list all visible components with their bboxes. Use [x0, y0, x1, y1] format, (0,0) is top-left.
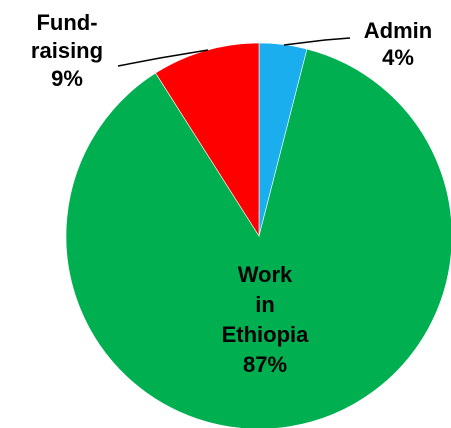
- data-label-line: 87%: [243, 352, 287, 377]
- pie-slice-work: [65, 48, 451, 428]
- data-label-line: Work: [238, 262, 293, 287]
- data-label-line: 4%: [382, 45, 414, 70]
- data-label-line: Fund-: [36, 10, 97, 35]
- leader-line-admin: [283, 37, 351, 46]
- data-label-line: in: [255, 292, 275, 317]
- data-label-line: raising: [31, 38, 103, 63]
- data-label-fund: Fund-raising 9%: [31, 10, 103, 91]
- pie-slices: [65, 42, 451, 428]
- data-label-admin: Admin 4%: [364, 18, 432, 70]
- pie-labels: Admin 4% Work in Ethiopia 87% Fund-raising 9%: [31, 10, 432, 377]
- data-label-line: Admin: [364, 18, 432, 43]
- leader-line-fund: [117, 49, 209, 67]
- data-label-work: Work in Ethiopia 87%: [222, 262, 310, 377]
- data-label-line: 9%: [51, 66, 83, 91]
- data-label-line: Ethiopia: [222, 322, 310, 347]
